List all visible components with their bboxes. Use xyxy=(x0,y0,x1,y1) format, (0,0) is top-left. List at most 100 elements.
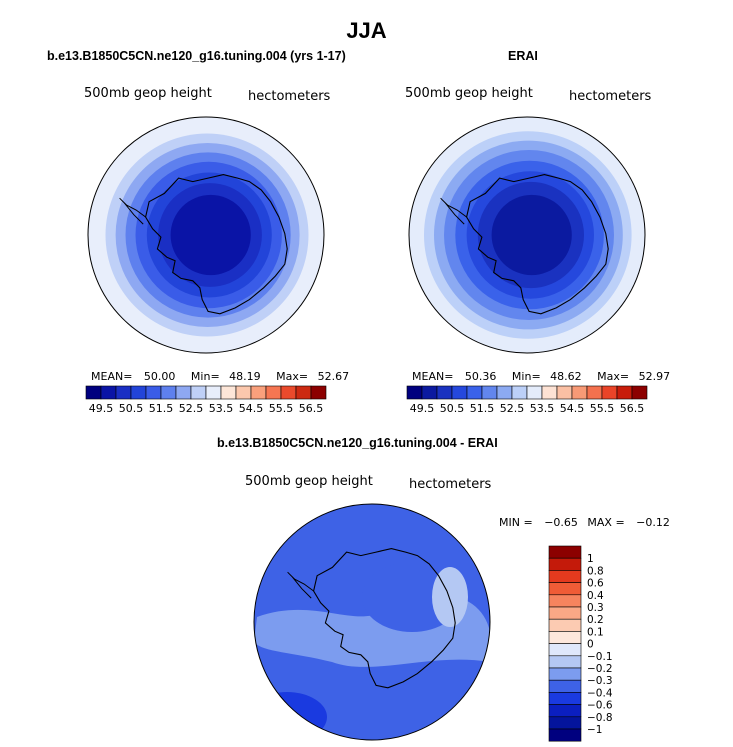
colorbar-box-9 xyxy=(548,655,582,669)
panel1-colorbar: 49.5 50.5 51.5 52.5 53.5 54.5 55.5 56.5 xyxy=(85,385,327,415)
panel3-max-label: MAX = xyxy=(587,516,625,529)
panel3-colorbar: 10.80.60.40.30.20.10−0.1−0.2−0.3−0.4−0.6… xyxy=(548,545,613,742)
colorbar-box-0 xyxy=(85,385,102,400)
colorbar-box-12 xyxy=(265,385,282,400)
contour-band-7 xyxy=(170,194,251,276)
panel3-min-label: MIN = xyxy=(499,516,533,529)
colorbar-box-11 xyxy=(571,385,588,400)
panel1-variable: 500mb geop height xyxy=(84,86,212,101)
colorbar-label-3: 52.5 xyxy=(179,402,204,415)
colorbar-label-0: 1 xyxy=(587,553,594,565)
colorbar-box-6 xyxy=(548,618,582,632)
colorbar-box-4 xyxy=(466,385,483,400)
colorbar-box-12 xyxy=(548,692,582,705)
colorbar-label-9: −0.2 xyxy=(587,663,613,675)
panel2-colorbar: 49.5 50.5 51.5 52.5 53.5 54.5 55.5 56.5 xyxy=(406,385,648,415)
panel3-stats: MIN = −0.65 MAX = −0.12 xyxy=(499,516,670,529)
coastline xyxy=(313,548,456,689)
map-border xyxy=(408,116,646,354)
colorbar-box-8 xyxy=(205,385,222,400)
contour-band-7 xyxy=(491,194,572,276)
colorbar-label-11: −0.4 xyxy=(587,687,613,699)
colorbar-label-1: 50.5 xyxy=(119,402,144,415)
colorbar-label-5: 54.5 xyxy=(239,402,264,415)
colorbar-label-2: 0.6 xyxy=(587,578,604,590)
panel2-min-value: 48.62 xyxy=(550,370,582,383)
panel1-mean-value: 50.00 xyxy=(143,370,176,383)
colorbar-box-1 xyxy=(100,385,117,400)
coastline xyxy=(145,174,288,315)
panel2-variable: 500mb geop height xyxy=(405,86,533,101)
colorbar-label-3: 0.4 xyxy=(587,590,604,602)
colorbar-box-1 xyxy=(421,385,438,400)
colorbar-label-1: 0.8 xyxy=(587,565,604,577)
panel2-title: ERAI xyxy=(508,49,538,63)
colorbar-box-13 xyxy=(601,385,618,400)
colorbar-box-2 xyxy=(436,385,453,400)
colorbar-label-7: 56.5 xyxy=(299,402,324,415)
colorbar-box-2 xyxy=(115,385,132,400)
coastline xyxy=(466,174,609,315)
panel3-min-value: −0.65 xyxy=(544,516,578,529)
panel2-mean-value: 50.36 xyxy=(464,370,497,383)
colorbar-label-5: 54.5 xyxy=(560,402,585,415)
colorbar-box-4 xyxy=(145,385,162,400)
panel1-min-value: 48.19 xyxy=(229,370,261,383)
panel1-max-value: 52.67 xyxy=(317,370,350,383)
colorbar-label-5: 0.2 xyxy=(587,614,604,626)
colorbar-label-0: 49.5 xyxy=(89,402,114,415)
colorbar-label-14: −1 xyxy=(587,724,602,736)
colorbar-box-7 xyxy=(190,385,207,400)
colorbar-label-12: −0.6 xyxy=(587,700,613,712)
colorbar-box-0 xyxy=(406,385,423,400)
colorbar-label-3: 52.5 xyxy=(500,402,525,415)
colorbar-box-13 xyxy=(280,385,297,400)
panel3-units: hectometers xyxy=(409,477,492,492)
panel2-min-label: Min= xyxy=(511,370,541,383)
colorbar-box-4 xyxy=(548,594,582,608)
colorbar-label-1: 50.5 xyxy=(440,402,465,415)
colorbar-box-2 xyxy=(548,570,582,583)
colorbar-box-14 xyxy=(295,385,312,400)
colorbar-label-0: 49.5 xyxy=(410,402,435,415)
colorbar-box-8 xyxy=(526,385,543,400)
colorbar-box-14 xyxy=(548,716,582,730)
panel1-min-label: Min= xyxy=(190,370,220,383)
panel2-max-label: Max= xyxy=(597,370,630,383)
peninsula-coast xyxy=(119,197,146,225)
peninsula-coast xyxy=(440,197,467,225)
colorbar-box-11 xyxy=(250,385,267,400)
colorbar-label-6: 55.5 xyxy=(590,402,615,415)
colorbar-label-2: 51.5 xyxy=(149,402,174,415)
colorbar-box-9 xyxy=(541,385,558,400)
colorbar-box-1 xyxy=(548,557,582,571)
colorbar-box-13 xyxy=(548,704,582,718)
panel1-title: b.e13.B1850C5CN.ne120_g16.tuning.004 (yr… xyxy=(47,49,346,63)
colorbar-box-10 xyxy=(548,667,582,681)
panel2-max-value: 52.97 xyxy=(638,370,671,383)
colorbar-box-15 xyxy=(310,385,327,400)
colorbar-box-5 xyxy=(160,385,177,400)
colorbar-box-3 xyxy=(548,582,582,596)
map-border xyxy=(253,503,491,741)
panel1-mean-label: MEAN= xyxy=(91,370,133,383)
colorbar-box-3 xyxy=(130,385,147,400)
colorbar-box-6 xyxy=(175,385,192,400)
panel3-title: b.e13.B1850C5CN.ne120_g16.tuning.004 - E… xyxy=(217,436,498,450)
diff-east-high xyxy=(432,567,468,627)
colorbar-label-4: 0.3 xyxy=(587,602,604,614)
colorbar-box-10 xyxy=(235,385,252,400)
colorbar-label-10: −0.3 xyxy=(587,675,613,687)
colorbar-box-5 xyxy=(481,385,498,400)
colorbar-box-6 xyxy=(496,385,513,400)
peninsula-coast xyxy=(287,571,314,599)
panel3-max-value: −0.12 xyxy=(636,516,670,529)
panel1-max-label: Max= xyxy=(276,370,309,383)
colorbar-box-0 xyxy=(548,545,582,559)
colorbar-label-6: 55.5 xyxy=(269,402,294,415)
panel1-map xyxy=(87,116,325,354)
panel3-map xyxy=(253,503,491,741)
colorbar-box-7 xyxy=(548,631,582,644)
map-border xyxy=(87,116,325,354)
colorbar-box-14 xyxy=(616,385,633,400)
